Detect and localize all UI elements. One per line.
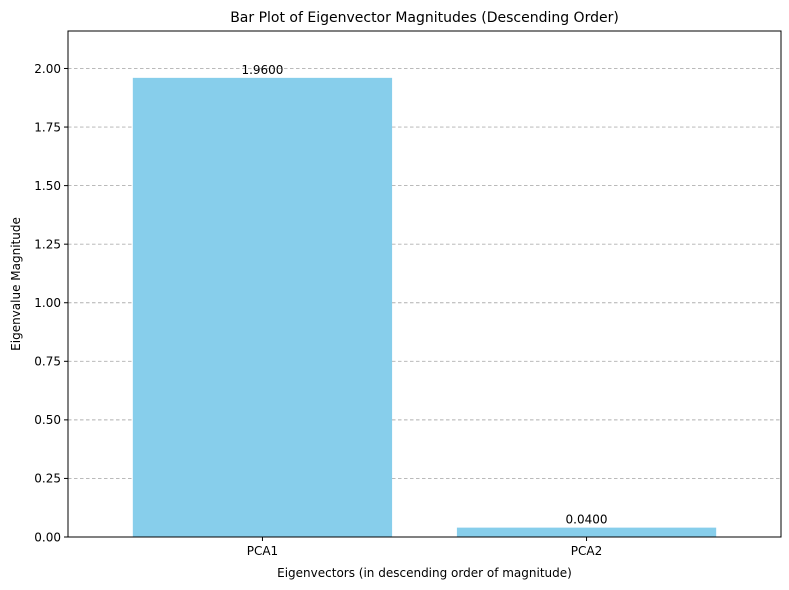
y-tick-label: 2.00 <box>34 62 61 76</box>
y-axis-label: Eigenvalue Magnitude <box>9 217 23 351</box>
x-axis-label: Eigenvectors (in descending order of mag… <box>277 566 572 580</box>
x-tick-label: PCA2 <box>571 544 602 558</box>
chart-title: Bar Plot of Eigenvector Magnitudes (Desc… <box>230 10 619 26</box>
y-tick-label: 1.50 <box>34 179 61 193</box>
grid-lines <box>68 68 781 479</box>
bar-value-label: 0.0400 <box>566 513 608 527</box>
x-ticks: PCA1 PCA2 <box>247 537 602 558</box>
y-tick-label: 0.50 <box>34 413 61 427</box>
bar-pca1 <box>132 77 393 537</box>
x-tick-label: PCA1 <box>247 544 278 558</box>
bar-pca2 <box>456 527 717 537</box>
plot-frame <box>67 30 782 538</box>
y-tick-label: 1.25 <box>34 237 61 251</box>
y-tick-label: 0.25 <box>34 472 61 486</box>
y-tick-label: 0.00 <box>34 530 61 544</box>
data-labels: 1.9600 0.0400 <box>241 63 607 527</box>
y-ticks: 0.00 0.25 0.50 0.75 1.00 1.25 1.50 1.75 2.00 <box>34 62 68 544</box>
bars <box>132 77 717 537</box>
y-tick-label: 1.00 <box>34 296 61 310</box>
bar-value-label: 1.9600 <box>241 63 283 77</box>
y-tick-label: 0.75 <box>34 355 61 369</box>
y-tick-label: 1.75 <box>34 120 61 134</box>
